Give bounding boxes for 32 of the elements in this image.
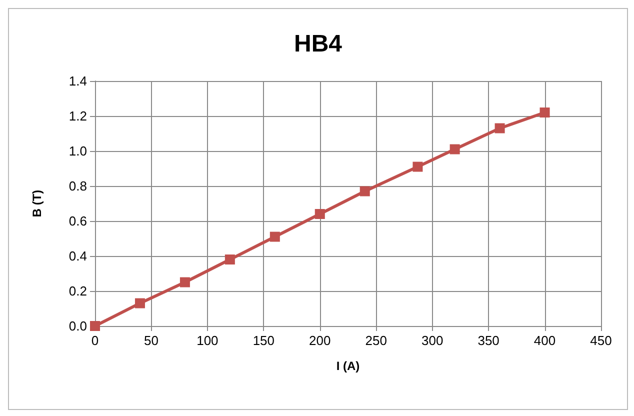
y-tick-label: 1.0	[68, 144, 87, 158]
point	[360, 186, 370, 196]
chart-title: HB4	[294, 30, 343, 58]
x-tick-label: 150	[252, 333, 275, 348]
y-tick-label: 1.4	[68, 74, 87, 88]
point	[180, 277, 190, 288]
y-tick-label: 0.6	[68, 214, 87, 228]
x-tick-label: 450	[590, 333, 612, 348]
point	[270, 232, 280, 242]
x-axis-title: I (A)	[336, 359, 360, 373]
point	[412, 162, 423, 172]
point	[540, 108, 550, 118]
point	[450, 144, 460, 154]
point	[90, 321, 100, 331]
x-tick-label: 300	[421, 333, 444, 348]
point	[224, 254, 235, 264]
x-tick-label: 400	[534, 333, 556, 348]
x-tick-label: 250	[365, 333, 387, 348]
y-tick-label: 1.2	[68, 108, 87, 124]
y-tick-label: 0.4	[68, 248, 87, 264]
point	[494, 123, 505, 134]
y-tick-label: 0.8	[68, 178, 87, 194]
x-tick-label: 100	[196, 333, 218, 348]
y-axis-title: B (T)	[30, 190, 44, 218]
x-tick-label: 200	[309, 333, 331, 348]
x-tick-label: 0	[91, 333, 99, 348]
point	[134, 298, 145, 308]
y-tick-label: 0.2	[68, 284, 87, 298]
x-tick-label: 50	[144, 333, 158, 348]
y-tick-label: 0.0	[68, 318, 87, 334]
point	[314, 209, 325, 219]
x-tick-label: 350	[478, 333, 500, 348]
